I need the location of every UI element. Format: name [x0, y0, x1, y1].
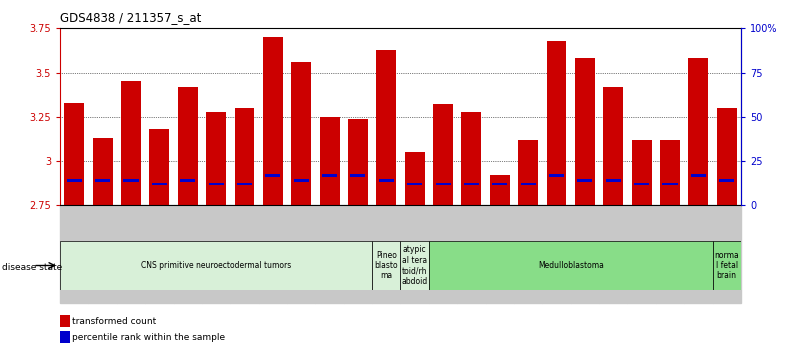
Bar: [690, 174, 706, 177]
Bar: [457, 205, 485, 303]
Bar: [372, 205, 400, 303]
Bar: [546, 41, 566, 205]
Text: percentile rank within the sample: percentile rank within the sample: [72, 332, 225, 342]
Bar: [433, 104, 453, 205]
Bar: [145, 205, 174, 303]
Bar: [265, 174, 280, 177]
Bar: [429, 241, 713, 290]
Text: disease state: disease state: [2, 263, 62, 272]
Bar: [322, 174, 337, 177]
Bar: [66, 179, 82, 182]
Text: GDS4838 / 211357_s_at: GDS4838 / 211357_s_at: [60, 11, 201, 24]
Bar: [123, 179, 139, 182]
Bar: [407, 183, 422, 185]
Bar: [578, 179, 593, 182]
Bar: [150, 129, 169, 205]
Bar: [259, 205, 287, 303]
Bar: [713, 241, 741, 290]
Bar: [400, 205, 429, 303]
Bar: [660, 140, 680, 205]
Bar: [152, 183, 167, 185]
Bar: [662, 183, 678, 185]
Bar: [688, 58, 708, 205]
Bar: [490, 175, 509, 205]
Bar: [294, 179, 308, 182]
Bar: [320, 117, 340, 205]
Bar: [656, 205, 684, 303]
Bar: [429, 205, 457, 303]
Bar: [202, 205, 231, 303]
Bar: [485, 205, 514, 303]
Bar: [350, 174, 365, 177]
Bar: [627, 205, 656, 303]
Text: norma
l fetal
brain: norma l fetal brain: [714, 251, 739, 280]
Bar: [292, 62, 311, 205]
Bar: [95, 179, 111, 182]
Bar: [634, 183, 649, 185]
Bar: [719, 179, 735, 182]
Bar: [603, 87, 623, 205]
Bar: [88, 205, 117, 303]
Bar: [717, 108, 737, 205]
Bar: [575, 58, 595, 205]
Bar: [316, 205, 344, 303]
Bar: [263, 37, 283, 205]
Bar: [542, 205, 570, 303]
Text: atypic
al tera
toid/rh
abdoid: atypic al tera toid/rh abdoid: [401, 245, 428, 286]
Bar: [348, 119, 368, 205]
Text: CNS primitive neuroectodermal tumors: CNS primitive neuroectodermal tumors: [141, 261, 292, 270]
Bar: [570, 205, 599, 303]
Bar: [518, 140, 538, 205]
Bar: [514, 205, 542, 303]
Bar: [521, 183, 536, 185]
Bar: [400, 241, 429, 290]
Bar: [436, 183, 451, 185]
Bar: [372, 241, 400, 290]
Bar: [379, 179, 394, 182]
Bar: [208, 183, 223, 185]
Bar: [178, 87, 198, 205]
Bar: [632, 140, 651, 205]
Bar: [93, 138, 113, 205]
Bar: [549, 174, 564, 177]
Bar: [60, 205, 88, 303]
Bar: [180, 179, 195, 182]
Bar: [461, 112, 481, 205]
Text: transformed count: transformed count: [72, 316, 156, 326]
Bar: [206, 112, 226, 205]
Text: Pineo
blasto
ma: Pineo blasto ma: [375, 251, 398, 280]
Bar: [684, 205, 713, 303]
Bar: [237, 183, 252, 185]
Bar: [287, 205, 316, 303]
Bar: [174, 205, 202, 303]
Text: Medulloblastoma: Medulloblastoma: [537, 261, 604, 270]
Bar: [60, 241, 372, 290]
Bar: [405, 152, 425, 205]
Bar: [235, 108, 255, 205]
Bar: [344, 205, 372, 303]
Bar: [606, 179, 621, 182]
Bar: [376, 50, 396, 205]
Bar: [464, 183, 479, 185]
Bar: [121, 81, 141, 205]
Bar: [64, 103, 84, 205]
Bar: [117, 205, 145, 303]
Bar: [231, 205, 259, 303]
Bar: [599, 205, 627, 303]
Bar: [713, 205, 741, 303]
Bar: [493, 183, 507, 185]
